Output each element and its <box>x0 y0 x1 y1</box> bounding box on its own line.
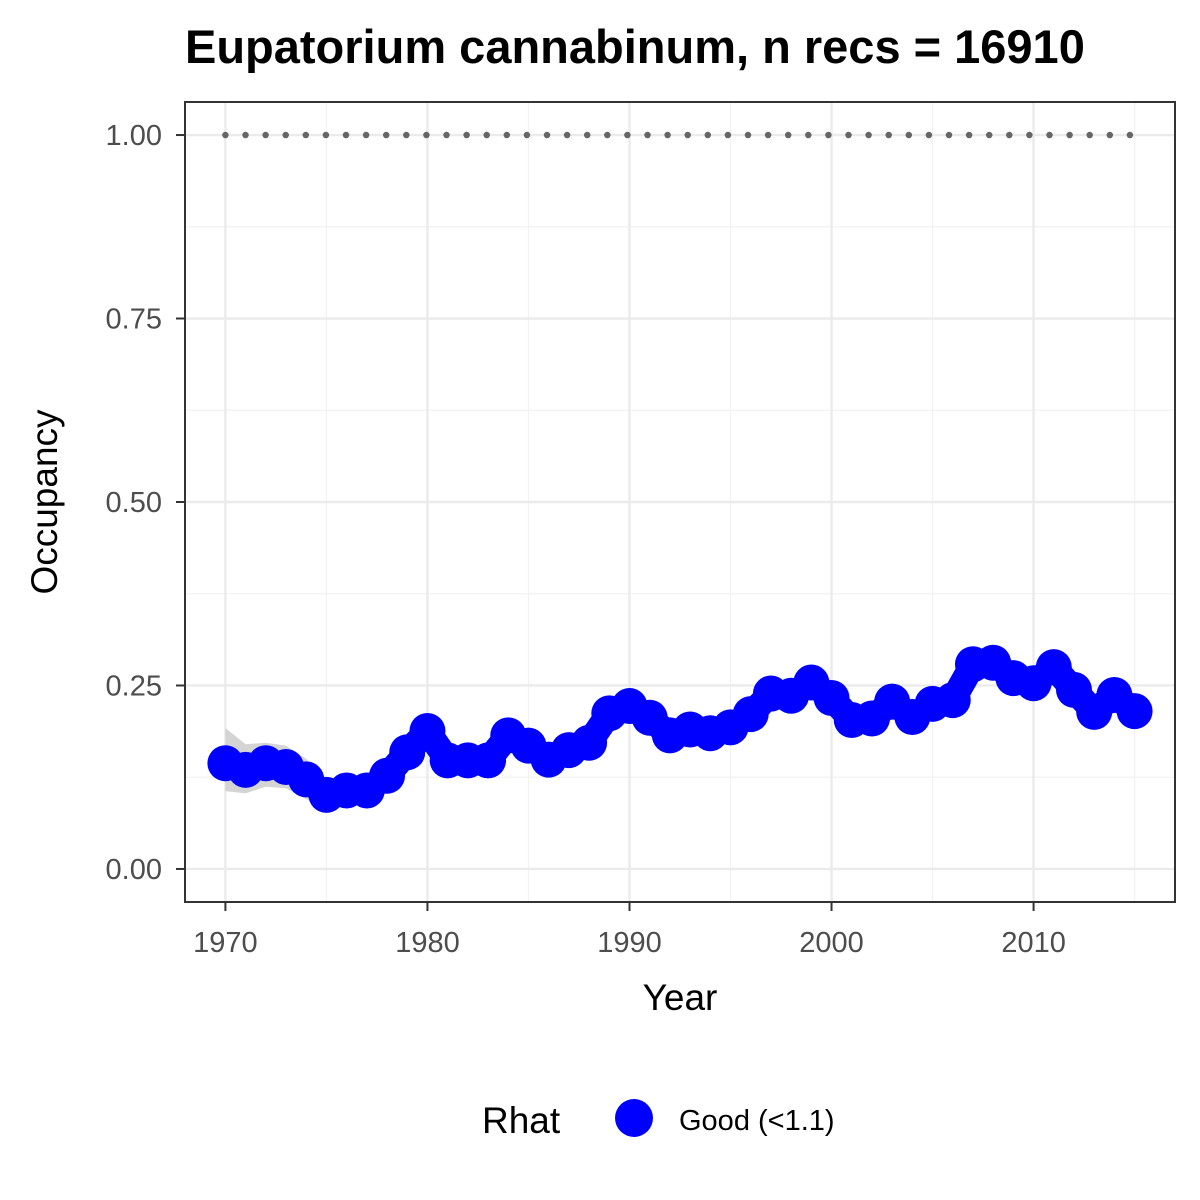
legend-title: Rhat <box>482 1100 561 1141</box>
legend-key-good <box>615 1099 653 1137</box>
y-tick-label: 0.00 <box>106 854 162 886</box>
x-tick-label: 1990 <box>597 927 662 959</box>
data-point <box>470 742 507 779</box>
y-tick-label: 0.25 <box>106 670 162 702</box>
y-axis-title: Occupancy <box>24 409 65 595</box>
y-tick-label: 0.50 <box>106 487 162 519</box>
y-tick-label: 0.75 <box>106 304 162 336</box>
data-point <box>934 682 971 719</box>
data-point <box>1116 693 1153 730</box>
data-point <box>409 712 446 749</box>
x-axis-title: Year <box>643 977 718 1018</box>
legend-label-good: Good (<1.1) <box>679 1105 835 1137</box>
x-tick-label: 1980 <box>395 927 460 959</box>
x-tick-label: 1970 <box>193 927 258 959</box>
x-axis-ticks: 1970 1980 1990 2000 2010 <box>193 902 1066 959</box>
y-tick-label: 1.00 <box>106 120 162 152</box>
data-point <box>571 724 608 761</box>
x-tick-label: 2000 <box>799 927 864 959</box>
occupancy-points <box>207 644 1153 813</box>
legend: Rhat Good (<1.1) <box>482 1099 835 1141</box>
y-axis-ticks: 0.00 0.25 0.50 0.75 1.00 <box>106 120 185 886</box>
data-point <box>369 757 406 794</box>
chart-title: Eupatorium cannabinum, n recs = 16910 <box>185 20 1085 73</box>
x-tick-label: 2010 <box>1001 927 1066 959</box>
